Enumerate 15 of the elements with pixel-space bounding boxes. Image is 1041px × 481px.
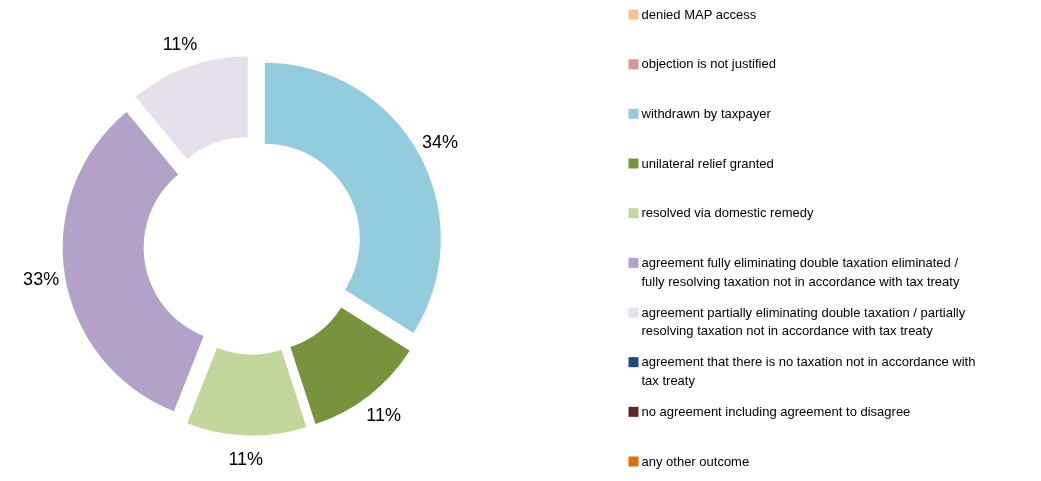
legend-label: no agreement including agreement to disagree: [641, 403, 911, 419]
legend-label: any other outcome: [641, 453, 750, 469]
legend-label: objection is not justified: [641, 56, 776, 72]
legend-label: unilateral relief granted: [641, 155, 774, 171]
legend-label: agreement fully eliminating double taxation eliminated / fully resolving taxation not in accordance with tax treaty: [641, 254, 960, 289]
data-label: 11%: [366, 404, 402, 425]
data-label: 11%: [228, 449, 264, 470]
data-label: 33%: [23, 268, 60, 289]
legend-label: withdrawn by taxpayer: [640, 105, 772, 121]
legend-label: denied MAP access: [641, 6, 757, 22]
data-label: 11%: [162, 34, 198, 55]
legend-label: agreement partially eliminating double taxation / partially resolving taxation not in accordance with tax treaty: [641, 304, 966, 339]
data-label: 34%: [422, 132, 459, 153]
legend-label: agreement that there is no taxation not in accordance with tax treaty: [641, 354, 976, 388]
legend-label: resolved via domestic remedy: [641, 205, 814, 221]
